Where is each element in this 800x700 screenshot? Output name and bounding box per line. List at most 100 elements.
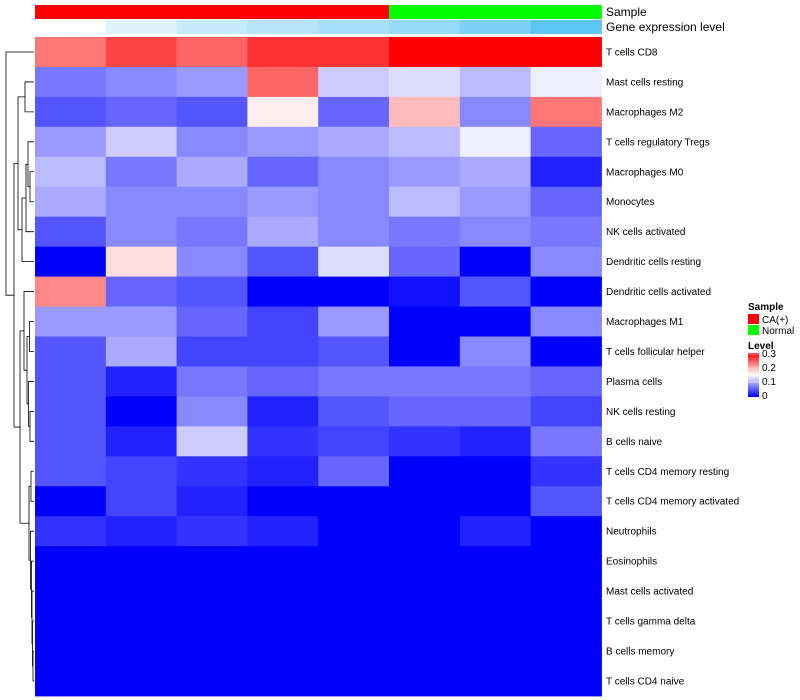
heatmap-cell	[530, 66, 602, 98]
row-label: Mast cells resting	[606, 77, 683, 88]
row-label: T cells CD4 memory activated	[606, 497, 739, 508]
heatmap-cell	[318, 276, 390, 308]
heatmap-cell	[389, 216, 461, 248]
legend-color-ramp	[748, 353, 759, 397]
dendrogram-branch	[27, 141, 34, 188]
heatmap-cell	[530, 336, 602, 367]
heatmap-cell	[35, 186, 107, 218]
heatmap-cell	[389, 456, 461, 487]
heatmap-cell	[459, 306, 532, 337]
heatmap-cell	[35, 516, 107, 547]
gene-expression-annotation-cell	[389, 20, 461, 34]
heatmap-cell	[459, 486, 532, 517]
heatmap-cell	[530, 276, 602, 308]
heatmap-cell	[318, 576, 390, 607]
heatmap-cell	[35, 37, 107, 68]
heatmap-cell	[247, 306, 319, 337]
sample-annotation-cell	[389, 5, 461, 19]
heatmap-cell	[389, 396, 461, 427]
heatmap-cell	[176, 606, 248, 637]
heatmap-cell	[35, 426, 107, 457]
row-label: Mast cells activated	[606, 587, 693, 598]
dendrogram-branch	[21, 197, 34, 263]
heatmap-cell	[35, 606, 107, 637]
heatmap-cell	[35, 276, 107, 308]
heatmap-cell	[105, 126, 178, 158]
heatmap-cell	[105, 546, 178, 577]
heatmap-cell	[176, 306, 248, 337]
heatmap-cell	[389, 66, 461, 98]
row-label: B cells memory	[606, 646, 674, 657]
row-labels: T cells CD8 Mast cells resting Macrophages…	[606, 47, 739, 687]
heatmap-cell	[247, 546, 319, 577]
heatmap-cell	[247, 606, 319, 637]
heatmap-cell	[389, 636, 461, 667]
dendrogram-branch	[31, 590, 34, 644]
heatmap-cell	[105, 426, 178, 457]
heatmap-cell	[459, 636, 532, 667]
heatmap-cell	[176, 66, 248, 98]
heatmap-cell	[105, 156, 178, 188]
row-label: Neutrophils	[606, 527, 657, 538]
heatmap-cell	[389, 546, 461, 577]
dendrogram-branch	[30, 530, 34, 590]
heatmap-cell	[176, 216, 248, 248]
heatmap-cell	[105, 576, 178, 607]
dendrogram-branch	[31, 560, 34, 618]
heatmap-cell	[176, 426, 248, 457]
heatmap-cell	[176, 665, 248, 697]
heatmap-cell	[35, 306, 107, 337]
heatmap-cell	[459, 456, 532, 487]
dendrogram-branch	[5, 51, 34, 296]
heatmap-cell	[35, 636, 107, 667]
heatmap-cell	[318, 37, 390, 68]
heatmap-cell	[105, 665, 178, 697]
heatmap-cell	[105, 366, 178, 397]
heatmap-cell	[389, 126, 461, 158]
legend-tick-label: 0.3	[762, 349, 776, 360]
heatmap-cell	[530, 186, 602, 218]
heatmap-cell	[459, 366, 532, 397]
row-label: T cells CD8	[606, 47, 658, 58]
heatmap-cell	[35, 576, 107, 607]
heatmap-cell	[318, 456, 390, 487]
heatmap-cell	[389, 516, 461, 547]
legend: Sample CA(+) Normal Level 0.3 0.2 0.1 0	[748, 302, 794, 402]
heatmap-cell	[459, 336, 532, 367]
heatmap-cell	[35, 665, 107, 697]
gene-expression-annotation-label: Gene expression level	[606, 20, 725, 34]
heatmap-cell	[35, 216, 107, 248]
heatmap-cell	[247, 426, 319, 457]
heatmap-cell	[459, 96, 532, 128]
heatmap-cell	[105, 216, 178, 248]
heatmap-cell	[35, 126, 107, 158]
gene-expression-annotation-cell	[105, 20, 178, 34]
heatmap-cell	[530, 606, 602, 637]
heatmap-cell	[247, 246, 319, 278]
heatmap-cell	[459, 516, 532, 547]
row-label: T cells gamma delta	[606, 617, 696, 628]
gene-expression-annotation-cell	[247, 20, 319, 34]
row-label: Eosinophils	[606, 557, 657, 568]
gene-expression-annotation-cell	[318, 20, 390, 34]
dendrogram-branch	[13, 162, 20, 428]
dendrogram-branch	[29, 410, 34, 442]
heatmap-cell	[35, 366, 107, 397]
heatmap-cell	[247, 665, 319, 697]
row-label: Macrophages M0	[606, 167, 684, 178]
heatmap-cell	[247, 366, 319, 397]
heatmap-cell	[176, 186, 248, 218]
heatmap-cell	[318, 366, 390, 397]
legend-swatch-normal	[748, 325, 759, 335]
heatmap-cell	[318, 336, 390, 367]
sample-annotation-cell	[247, 5, 319, 19]
heatmap-cell	[176, 156, 248, 188]
legend-level-title: Level	[748, 341, 774, 352]
dendrogram-branch	[28, 381, 34, 427]
heatmap-cell	[389, 96, 461, 128]
heatmap-cell	[459, 246, 532, 278]
row-label: Macrophages M1	[606, 317, 684, 328]
heatmap-cell	[176, 96, 248, 128]
heatmap-cell	[389, 665, 461, 697]
heatmap-cell	[247, 636, 319, 667]
